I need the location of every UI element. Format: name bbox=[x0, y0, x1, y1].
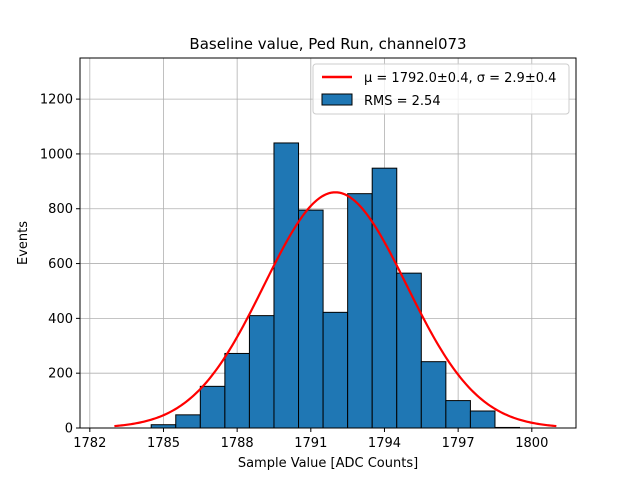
y-tick-label: 1000 bbox=[40, 147, 73, 162]
histogram-bar bbox=[469, 410, 496, 429]
x-tick-label: 1788 bbox=[221, 436, 254, 451]
legend-fit-label: μ = 1792.0±0.4, σ = 2.9±0.4 bbox=[364, 71, 556, 86]
x-tick-label: 1794 bbox=[368, 436, 401, 451]
histogram-bar bbox=[298, 209, 324, 429]
histogram-bar bbox=[420, 361, 447, 429]
histogram-bar bbox=[396, 272, 422, 429]
histogram-bar bbox=[445, 400, 471, 429]
x-tick-label: 1791 bbox=[294, 436, 327, 451]
y-tick-label: 400 bbox=[48, 312, 73, 327]
y-tick-label: 800 bbox=[48, 202, 73, 217]
axes-frame bbox=[79, 57, 577, 429]
legend-box bbox=[312, 63, 570, 115]
chart-title: Baseline value, Ped Run, channel073 bbox=[189, 35, 466, 53]
y-tick-label: 200 bbox=[48, 367, 73, 382]
histogram-bar bbox=[371, 167, 398, 429]
histogram-bar bbox=[175, 414, 201, 429]
histogram-bar bbox=[199, 385, 226, 429]
y-tick-label: 0 bbox=[65, 422, 73, 437]
plot-area: 1782 1785 1788 1791 1794 1797 1800 0 200 400 600 8… bbox=[40, 57, 577, 451]
y-tick-label: 600 bbox=[48, 257, 73, 272]
x-tick-label: 1797 bbox=[442, 436, 475, 451]
x-tick-label: 1785 bbox=[147, 436, 180, 451]
y-tick-label: 1200 bbox=[40, 93, 73, 108]
histogram-bar bbox=[347, 193, 373, 429]
histogram-bar bbox=[273, 142, 300, 429]
histogram-bar bbox=[248, 315, 275, 429]
y-axis-label: Events bbox=[16, 221, 31, 265]
legend: μ = 1792.0±0.4, σ = 2.9±0.4 RMS = 2.54 bbox=[312, 63, 570, 115]
x-axis-ticks: 1782 1785 1788 1791 1794 1797 1800 bbox=[73, 428, 548, 451]
legend-rms-swatch bbox=[321, 93, 353, 106]
gaussian-fit bbox=[114, 191, 557, 428]
x-tick-label: 1800 bbox=[515, 436, 548, 451]
legend-rms-label: RMS = 2.54 bbox=[364, 94, 441, 109]
x-axis-label: Sample Value [ADC Counts] bbox=[238, 456, 418, 471]
x-tick-label: 1782 bbox=[73, 436, 106, 451]
fit-curve bbox=[114, 191, 557, 428]
y-axis-ticks: 0 200 400 600 800 1000 1200 bbox=[40, 93, 80, 437]
histogram-bar bbox=[224, 352, 250, 429]
histogram-bar bbox=[322, 311, 349, 429]
